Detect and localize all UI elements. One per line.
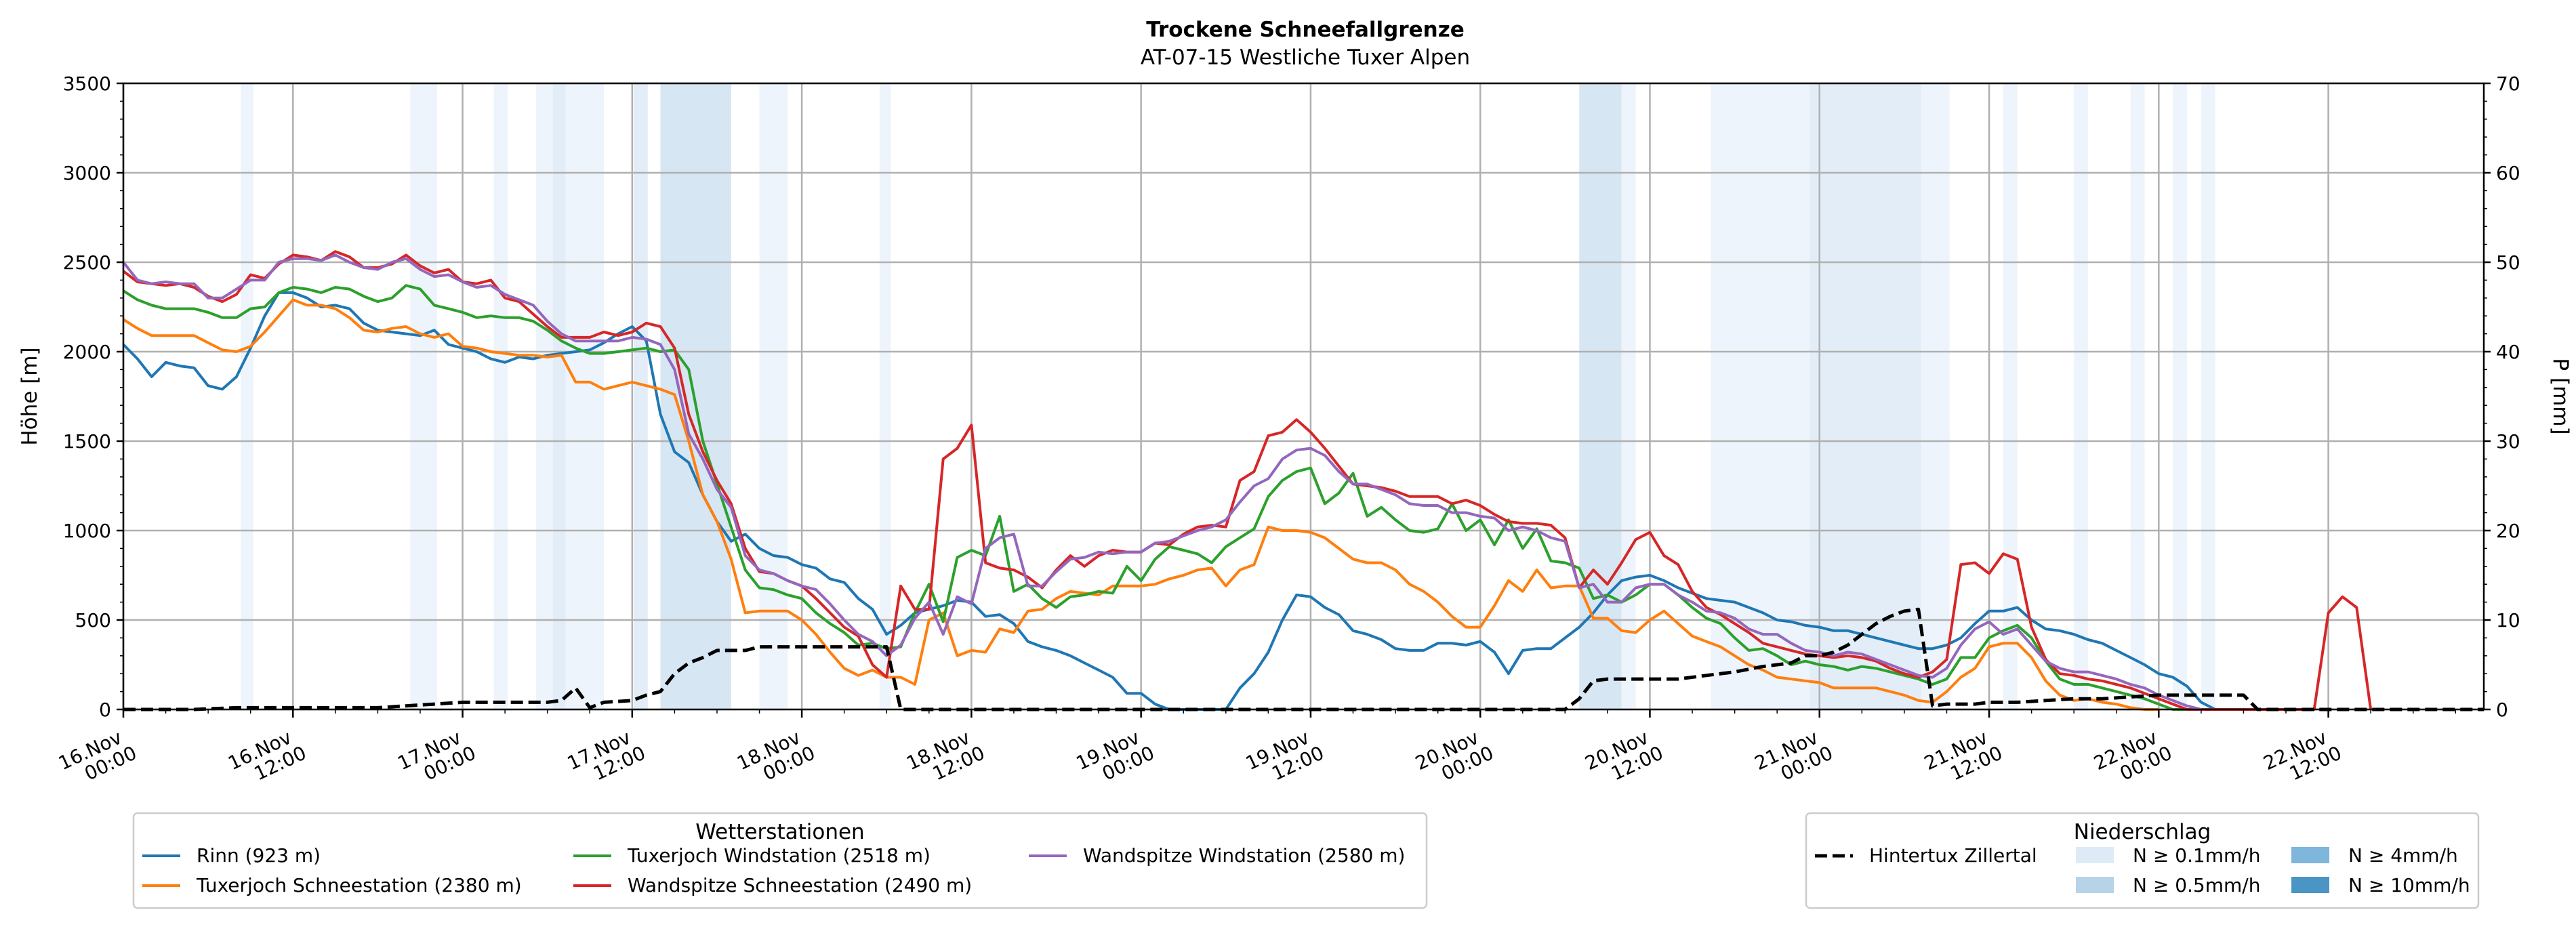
legend-label: Wandspitze Schneestation (2490 m) bbox=[628, 874, 972, 896]
legend-patch bbox=[2291, 877, 2329, 893]
y-axis-label: Höhe [m] bbox=[18, 347, 42, 445]
precip-band bbox=[2074, 83, 2089, 709]
y-tick-label: 1500 bbox=[63, 430, 111, 453]
precip-band bbox=[493, 83, 508, 709]
precip-band bbox=[2173, 83, 2188, 709]
y-tick-label: 500 bbox=[75, 609, 111, 632]
legend-label: N ≥ 4mm/h bbox=[2348, 844, 2458, 867]
precip-band bbox=[660, 83, 731, 709]
precip-band bbox=[241, 83, 253, 709]
precip-band bbox=[633, 83, 648, 709]
precip-band bbox=[759, 83, 788, 709]
legend-label: Hintertux Zillertal bbox=[1869, 844, 2037, 867]
legend-stations-frame bbox=[132, 812, 1428, 909]
precip-band bbox=[1621, 83, 1636, 709]
precip-band bbox=[1579, 83, 1622, 709]
precip-band bbox=[1921, 83, 1950, 709]
y-tick-label: 3000 bbox=[63, 162, 111, 184]
y-tick-label-right: 60 bbox=[2496, 162, 2520, 184]
y-tick-label-right: 70 bbox=[2496, 73, 2520, 95]
y-tick-label-right: 20 bbox=[2496, 520, 2520, 542]
plot-frame bbox=[122, 82, 2485, 711]
y-tick-label: 3500 bbox=[63, 73, 111, 95]
y-tick-label: 2500 bbox=[63, 251, 111, 274]
legend-label: Tuxerjoch Schneestation (2380 m) bbox=[196, 874, 522, 896]
series-line bbox=[122, 253, 2202, 711]
legend-stations-title: Wetterstationen bbox=[695, 820, 864, 844]
chart-title: Trockene Schneefallgrenze bbox=[1146, 18, 1465, 42]
legend-patch bbox=[2291, 847, 2329, 863]
y-axis-label-right: P [mm] bbox=[2548, 358, 2573, 434]
legend-label: Rinn (923 m) bbox=[197, 844, 321, 867]
legend-label: Tuxerjoch Windstation (2518 m) bbox=[627, 844, 931, 867]
precip-bands bbox=[241, 83, 2215, 709]
y-tick-label: 0 bbox=[99, 699, 111, 721]
y-tick-label: 1000 bbox=[63, 520, 111, 542]
precip-band bbox=[565, 83, 605, 709]
precip-band bbox=[1711, 83, 1810, 709]
legend-label: Wandspitze Windstation (2580 m) bbox=[1083, 844, 1405, 867]
y-tick-label-right: 40 bbox=[2496, 341, 2520, 363]
precip-band bbox=[2130, 83, 2145, 709]
precip-band bbox=[553, 83, 566, 709]
y-tick-label-right: 30 bbox=[2496, 430, 2520, 453]
y-tick-label-right: 10 bbox=[2496, 609, 2520, 632]
legend-precip-title: Niederschlag bbox=[2074, 820, 2211, 844]
series-line bbox=[122, 298, 2159, 711]
legend-patch bbox=[2076, 877, 2114, 893]
series-line bbox=[123, 607, 2484, 711]
series-line bbox=[122, 250, 2373, 711]
legend-label: N ≥ 10mm/h bbox=[2348, 874, 2470, 896]
precip-band bbox=[2003, 83, 2018, 709]
series-lines bbox=[122, 250, 2484, 711]
precip-band bbox=[2201, 83, 2215, 709]
precip-band bbox=[410, 83, 438, 709]
y-tick-label-right: 0 bbox=[2496, 699, 2508, 721]
y-tick-label: 2000 bbox=[63, 341, 111, 363]
precip-band bbox=[1810, 83, 1921, 709]
precip-band bbox=[536, 83, 554, 709]
legend-label: N ≥ 0.5mm/h bbox=[2133, 874, 2260, 896]
chart-subtitle: AT-07-15 Westliche Tuxer Alpen bbox=[1141, 45, 1470, 70]
series-line bbox=[122, 284, 2187, 711]
legend-stations: Wetterstationen Rinn (923 m) Tuxerjoch Sch… bbox=[132, 812, 1428, 909]
precip-band bbox=[879, 83, 891, 709]
legend-patch bbox=[2076, 847, 2114, 863]
y-tick-label-right: 50 bbox=[2496, 251, 2520, 274]
legend-precip: Niederschlag Hintertux Zillertal N ≥ 0.1mm… bbox=[1805, 812, 2480, 909]
legend-label: N ≥ 0.1mm/h bbox=[2133, 844, 2260, 867]
